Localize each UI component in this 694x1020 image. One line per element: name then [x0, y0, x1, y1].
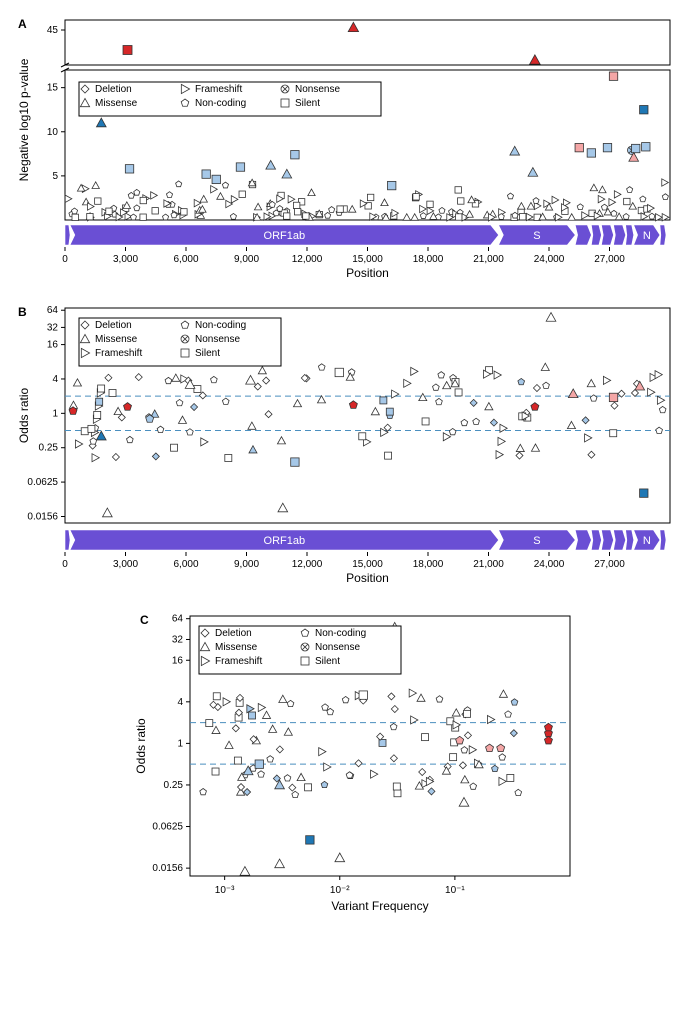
svg-text:Deletion: Deletion — [95, 84, 132, 95]
svg-text:Odds ratio: Odds ratio — [134, 718, 148, 774]
svg-text:0.25: 0.25 — [39, 443, 59, 454]
svg-text:Non-coding: Non-coding — [195, 320, 246, 331]
svg-text:Odds ratio: Odds ratio — [17, 387, 31, 443]
svg-text:C: C — [140, 613, 149, 627]
svg-text:S: S — [533, 535, 540, 547]
svg-text:21,000: 21,000 — [473, 254, 504, 265]
svg-text:15: 15 — [47, 83, 59, 94]
svg-text:N: N — [643, 535, 651, 547]
panel-b-svg: B 0.0156 0.0625 0.25 1 4 16 32 64 0 3,000 6,000 9,00… — [10, 298, 684, 598]
svg-text:Missense: Missense — [95, 334, 138, 345]
svg-text:16: 16 — [47, 340, 59, 351]
svg-text:4: 4 — [177, 697, 183, 708]
svg-text:0: 0 — [62, 254, 68, 265]
svg-text:21,000: 21,000 — [473, 559, 504, 570]
svg-text:ORF1ab: ORF1ab — [264, 535, 306, 547]
svg-text:0.0625: 0.0625 — [152, 822, 183, 833]
svg-text:12,000: 12,000 — [292, 559, 323, 570]
svg-text:0.25: 0.25 — [164, 780, 184, 791]
svg-text:15,000: 15,000 — [352, 559, 383, 570]
panel-a: A 45 5 10 15 0 3,000 6,000 9,000 12,000 15,000 18,0… — [10, 10, 684, 290]
panel-b: B 0.0156 0.0625 0.25 1 4 16 32 64 0 3,000 6,000 9,00… — [10, 298, 684, 598]
svg-text:64: 64 — [172, 614, 184, 625]
svg-text:ORF1ab: ORF1ab — [264, 230, 306, 242]
svg-text:24,000: 24,000 — [534, 254, 565, 265]
svg-text:N: N — [643, 230, 651, 242]
panel-c: C 0.0156 0.0625 0.25 1 4 16 32 64 10⁻³ 10⁻² 10⁻¹ Odd… — [10, 606, 684, 926]
svg-text:Non-coding: Non-coding — [195, 98, 246, 109]
svg-text:Frameshift: Frameshift — [95, 348, 142, 359]
svg-text:6,000: 6,000 — [173, 559, 198, 570]
panel-c-svg: C 0.0156 0.0625 0.25 1 4 16 32 64 10⁻³ 10⁻² 10⁻¹ Odd… — [10, 606, 684, 926]
svg-text:0.0156: 0.0156 — [152, 863, 183, 874]
svg-text:A: A — [18, 17, 27, 31]
figure: A455101503,0006,0009,00012,00015,00018,0… — [10, 10, 684, 926]
svg-text:32: 32 — [47, 322, 59, 333]
svg-text:10⁻¹: 10⁻¹ — [445, 885, 465, 896]
svg-text:Frameshift: Frameshift — [195, 84, 242, 95]
svg-text:Variant Frequency: Variant Frequency — [331, 899, 428, 913]
svg-text:B: B — [18, 305, 27, 319]
svg-text:0: 0 — [62, 559, 68, 570]
svg-text:6,000: 6,000 — [173, 254, 198, 265]
svg-text:0.0625: 0.0625 — [27, 477, 58, 488]
svg-text:45: 45 — [47, 25, 59, 36]
svg-text:10: 10 — [47, 127, 59, 138]
svg-text:18,000: 18,000 — [413, 254, 444, 265]
svg-text:1: 1 — [52, 408, 58, 419]
svg-text:27,000: 27,000 — [594, 559, 625, 570]
svg-text:4: 4 — [52, 374, 58, 385]
svg-text:Silent: Silent — [315, 656, 340, 667]
svg-text:5: 5 — [52, 171, 58, 182]
svg-text:18,000: 18,000 — [413, 559, 444, 570]
svg-text:9,000: 9,000 — [234, 559, 259, 570]
svg-text:10⁻³: 10⁻³ — [215, 885, 235, 896]
svg-text:Frameshift: Frameshift — [215, 656, 262, 667]
svg-text:Missense: Missense — [215, 642, 258, 653]
svg-text:Silent: Silent — [295, 98, 320, 109]
svg-text:3,000: 3,000 — [113, 559, 138, 570]
svg-text:Deletion: Deletion — [215, 628, 252, 639]
svg-text:0.0156: 0.0156 — [27, 511, 58, 522]
svg-text:Nonsense: Nonsense — [295, 84, 340, 95]
svg-text:Deletion: Deletion — [95, 320, 132, 331]
svg-text:10⁻²: 10⁻² — [330, 885, 350, 896]
svg-text:1: 1 — [177, 738, 183, 749]
svg-text:15,000: 15,000 — [352, 254, 383, 265]
svg-text:3,000: 3,000 — [113, 254, 138, 265]
svg-text:12,000: 12,000 — [292, 254, 323, 265]
svg-text:Non-coding: Non-coding — [315, 628, 366, 639]
svg-text:32: 32 — [172, 634, 184, 645]
panel-a-svg: A 45 5 10 15 0 3,000 6,000 9,000 12,000 15,000 18,0… — [10, 10, 684, 290]
svg-text:9,000: 9,000 — [234, 254, 259, 265]
svg-text:27,000: 27,000 — [594, 254, 625, 265]
svg-text:Nonsense: Nonsense — [195, 334, 240, 345]
svg-text:24,000: 24,000 — [534, 559, 565, 570]
svg-text:Nonsense: Nonsense — [315, 642, 360, 653]
svg-text:Negative log10 p-value: Negative log10 p-value — [17, 58, 31, 181]
svg-text:Missense: Missense — [95, 98, 138, 109]
svg-text:Position: Position — [346, 571, 389, 585]
svg-text:Position: Position — [346, 266, 389, 280]
svg-text:16: 16 — [172, 655, 184, 666]
svg-text:S: S — [533, 230, 540, 242]
svg-text:Silent: Silent — [195, 348, 220, 359]
svg-text:64: 64 — [47, 305, 59, 316]
